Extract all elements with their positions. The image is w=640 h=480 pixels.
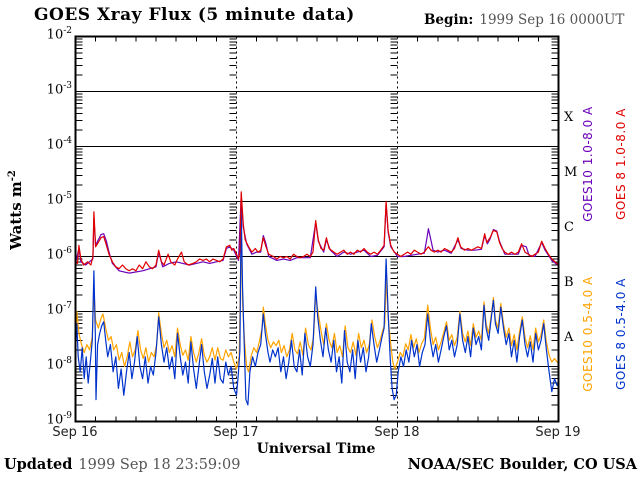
flux-class-letter: X (564, 109, 574, 125)
page-title: GOES Xray Flux (5 minute data) (34, 5, 355, 25)
flux-class-letter: M (564, 164, 578, 180)
begin-line: Begin: 1999 Sep 16 0000UT (424, 12, 624, 28)
y-tick-label: 10-6 (46, 246, 72, 263)
x-tick-label: Sep 17 (213, 425, 259, 440)
plot-area (74, 35, 560, 428)
x-axis-title: Universal Time (256, 441, 376, 457)
log-minor-ticks (75, 38, 559, 406)
legend-goes8-long: GOES 8 1.0-8.0 A (614, 108, 628, 220)
legend-goes10-short: GOES10 0.5-4.0 A (581, 276, 595, 392)
y-tick-label: 10-8 (46, 356, 72, 373)
x-tick-label: Sep 18 (374, 425, 420, 440)
begin-label: Begin: (424, 12, 474, 28)
flux-class-letter: A (564, 329, 574, 345)
series-lines (75, 191, 559, 406)
updated-value: 1999 Sep 18 23:59:09 (78, 457, 241, 473)
y-tick-label: 10-4 (46, 136, 72, 153)
y-tick-label: 10-3 (46, 81, 72, 98)
series-goes8-long (75, 191, 559, 272)
y-tick-label: 10-5 (46, 191, 72, 208)
updated-line: Updated 1999 Sep 18 23:59:09 (4, 456, 241, 473)
x-tick-label: Sep 16 (52, 425, 98, 440)
y-tick-label: 10-7 (46, 301, 72, 318)
flux-class-letter: C (564, 219, 574, 235)
legend-goes8-short: GOES 8 0.5-4.0 A (614, 278, 628, 390)
y-tick-label: 10-9 (46, 411, 72, 428)
flux-class-letter: B (564, 274, 574, 290)
begin-value: 1999 Sep 16 0000UT (479, 12, 625, 28)
y-tick-label: 10-2 (46, 26, 72, 43)
legend-goes10-long: GOES10 1.0-8.0 A (581, 106, 595, 222)
plot-frame (74, 35, 560, 423)
series-goes8-short (75, 206, 559, 406)
x-tick-label: Sep 19 (535, 425, 581, 440)
y-axis-title: Watts m-2 (7, 170, 25, 250)
credit-line: NOAA/SEC Boulder, CO USA (407, 456, 637, 473)
updated-label: Updated (4, 456, 73, 473)
xray-flux-chart (74, 35, 560, 428)
